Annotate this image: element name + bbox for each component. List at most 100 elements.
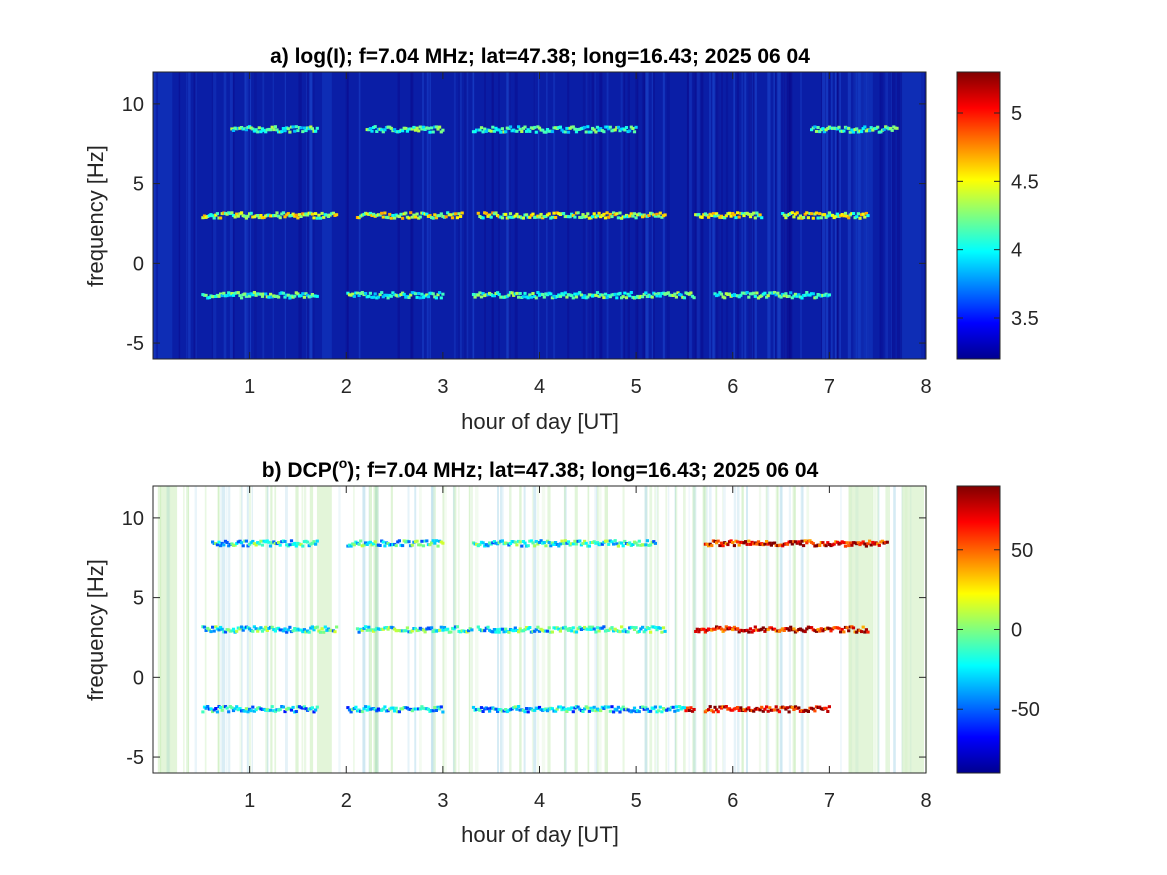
trace-point xyxy=(814,629,819,633)
trace-point xyxy=(381,707,385,711)
trace-point xyxy=(241,628,245,632)
trace-point xyxy=(571,626,575,630)
trace-point xyxy=(752,542,756,546)
trace-point xyxy=(690,709,695,713)
trace-point xyxy=(240,211,244,215)
trace-point xyxy=(816,126,820,129)
trace-point xyxy=(641,215,645,219)
trace-point xyxy=(236,126,240,130)
trace-point xyxy=(884,125,888,129)
trace-point xyxy=(518,215,522,219)
trace-point xyxy=(372,212,376,216)
trace-point xyxy=(299,294,303,298)
trace-point xyxy=(650,706,654,710)
trace-point xyxy=(333,630,337,634)
trace-point xyxy=(876,542,880,546)
trace-point xyxy=(244,539,248,543)
trace-point xyxy=(608,627,612,631)
trace-point xyxy=(518,127,522,131)
trace-point xyxy=(568,627,572,630)
trace-point xyxy=(434,709,438,712)
trace-point xyxy=(289,708,294,712)
noise-stripe xyxy=(535,72,537,359)
trace-point xyxy=(534,296,538,300)
trace-point xyxy=(765,705,769,709)
trace-point xyxy=(650,295,654,299)
trace-point xyxy=(381,130,385,134)
trace-point xyxy=(413,292,418,296)
trace-point xyxy=(789,212,793,215)
trace-point xyxy=(393,128,397,132)
trace-point xyxy=(517,125,521,129)
trace-point xyxy=(417,628,421,632)
trace-point xyxy=(586,212,590,216)
trace-point xyxy=(219,216,223,220)
trace-point xyxy=(814,295,819,299)
trace-point xyxy=(715,541,719,545)
trace-point xyxy=(542,295,546,299)
trace-point xyxy=(504,130,508,134)
trace-point xyxy=(715,708,719,712)
trace-point xyxy=(621,215,625,219)
trace-point xyxy=(357,542,361,546)
trace-point xyxy=(260,629,265,633)
noise-stripe xyxy=(649,486,653,773)
trace-point xyxy=(441,128,445,132)
trace-point xyxy=(644,291,648,295)
trace-point xyxy=(206,705,210,708)
trace-point xyxy=(610,626,614,630)
trace-point xyxy=(515,707,519,711)
trace-point xyxy=(803,212,807,216)
trace-point xyxy=(209,630,213,634)
trace-point xyxy=(631,214,635,218)
trace-point xyxy=(362,543,366,547)
trace-point xyxy=(259,626,263,630)
trace-point xyxy=(682,296,686,300)
trace-point xyxy=(803,539,807,543)
trace-point xyxy=(235,629,239,633)
trace-point xyxy=(368,540,372,544)
trace-point xyxy=(517,630,521,634)
trace-point xyxy=(644,706,648,710)
trace-point xyxy=(663,213,667,217)
colorbar-tick-label: 0 xyxy=(1011,620,1022,642)
trace-point xyxy=(449,213,453,217)
trace-point xyxy=(613,292,617,296)
trace-point xyxy=(599,542,603,546)
trace-point xyxy=(418,296,422,300)
trace-point xyxy=(307,127,311,131)
trace-point xyxy=(315,539,319,543)
trace-point xyxy=(547,707,551,711)
trace-point xyxy=(241,544,245,548)
trace-point xyxy=(671,294,675,297)
trace-point xyxy=(694,213,698,217)
trace-point xyxy=(618,211,622,215)
trace-point xyxy=(230,127,234,131)
trace-point xyxy=(880,539,885,543)
trace-point xyxy=(389,126,393,130)
trace-point xyxy=(658,705,662,709)
trace-point xyxy=(623,291,627,295)
trace-point xyxy=(826,710,830,713)
trace-point xyxy=(520,544,524,548)
trace-point xyxy=(547,129,551,133)
trace-point xyxy=(570,706,574,710)
noise-stripe xyxy=(153,72,157,359)
trace-point xyxy=(360,628,364,632)
trace-point xyxy=(649,630,653,634)
trace-point xyxy=(684,709,688,713)
trace-point xyxy=(560,539,564,543)
trace-point xyxy=(233,543,237,547)
trace-point xyxy=(711,212,715,216)
trace-point xyxy=(592,293,596,297)
trace-point xyxy=(703,630,707,634)
trace-point xyxy=(763,542,767,546)
trace-point xyxy=(682,706,686,710)
trace-point xyxy=(264,130,268,134)
trace-point xyxy=(517,705,521,708)
trace-point xyxy=(204,706,208,710)
trace-point xyxy=(612,710,616,714)
noise-stripe xyxy=(422,72,424,359)
noise-stripe xyxy=(858,72,862,359)
trace-point xyxy=(755,291,759,295)
